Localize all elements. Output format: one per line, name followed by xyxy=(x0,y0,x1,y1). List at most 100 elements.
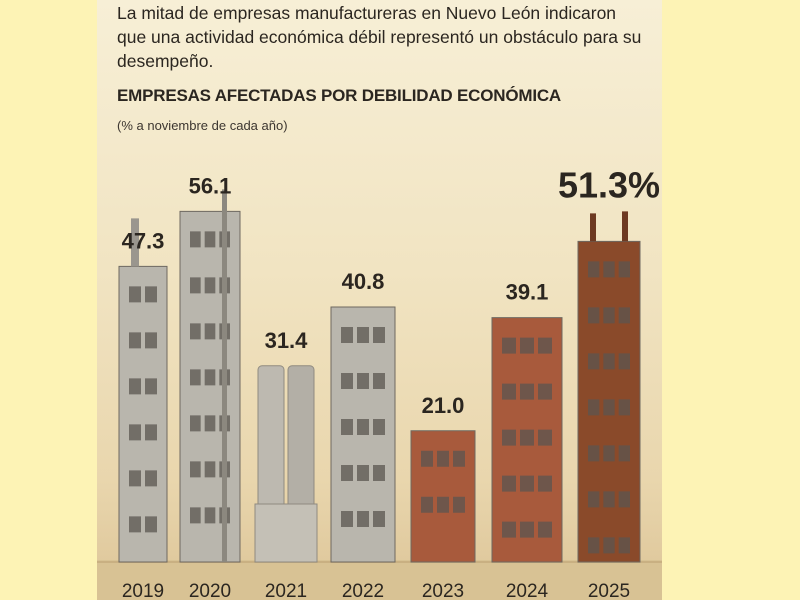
window xyxy=(588,491,600,508)
window xyxy=(502,337,516,354)
window xyxy=(538,521,552,538)
window xyxy=(437,450,449,467)
window xyxy=(603,353,615,370)
window xyxy=(373,373,385,389)
window xyxy=(603,491,615,508)
window xyxy=(502,383,516,400)
window xyxy=(190,369,201,386)
window xyxy=(588,353,600,370)
window xyxy=(618,537,630,554)
window xyxy=(145,286,157,303)
window xyxy=(357,465,369,481)
chart-title: EMPRESAS AFECTADAS POR DEBILIDAD ECONÓMI… xyxy=(117,86,562,105)
window xyxy=(357,419,369,435)
factory-bar-2023 xyxy=(410,430,476,563)
window xyxy=(341,465,353,481)
window xyxy=(618,491,630,508)
chimney xyxy=(131,218,139,267)
window xyxy=(618,307,630,324)
value-label-2022: 40.8 xyxy=(342,269,385,294)
window xyxy=(129,470,141,487)
window xyxy=(437,496,449,513)
window xyxy=(502,429,516,446)
window xyxy=(145,378,157,395)
window xyxy=(373,327,385,343)
window xyxy=(588,399,600,416)
window xyxy=(603,445,615,462)
window xyxy=(520,475,534,492)
year-label-2025: 2025 xyxy=(588,581,630,600)
window xyxy=(538,475,552,492)
window xyxy=(190,277,201,294)
bar-2023 xyxy=(410,430,476,563)
window xyxy=(603,399,615,416)
factory-bar-2022 xyxy=(330,306,396,563)
window xyxy=(204,277,216,294)
window xyxy=(421,450,433,467)
window xyxy=(129,332,141,349)
window xyxy=(190,323,201,340)
chart-subtitle: (% a noviembre de cada año) xyxy=(117,118,288,133)
window xyxy=(190,507,201,524)
year-label-2020: 2020 xyxy=(189,581,231,600)
value-label-2021: 31.4 xyxy=(265,328,309,353)
window xyxy=(502,475,516,492)
window xyxy=(129,378,141,395)
factory-bar-chart: 47.3 2019 56.1 2020 31.4 2021 40.8 2022 21.0 2023… xyxy=(97,164,662,600)
factory-bar-2021 xyxy=(254,365,318,563)
factory-bar-2020 xyxy=(179,189,241,563)
window xyxy=(145,424,157,441)
window xyxy=(538,383,552,400)
ground xyxy=(97,560,662,600)
window xyxy=(520,383,534,400)
window xyxy=(373,419,385,435)
window xyxy=(588,445,600,462)
year-label-2024: 2024 xyxy=(506,581,549,600)
window xyxy=(373,511,385,527)
window xyxy=(341,511,353,527)
value-label-2023: 21.0 xyxy=(422,393,465,418)
year-label-2023: 2023 xyxy=(422,581,464,600)
window xyxy=(129,516,141,533)
window xyxy=(204,323,216,340)
bar-2020 xyxy=(179,210,241,563)
window xyxy=(129,424,141,441)
window xyxy=(145,332,157,349)
window xyxy=(618,261,630,278)
window xyxy=(357,327,369,343)
window xyxy=(453,450,465,467)
window xyxy=(357,511,369,527)
window xyxy=(204,415,216,432)
window xyxy=(204,231,216,248)
window xyxy=(588,537,600,554)
window xyxy=(538,337,552,354)
factory-bar-2019 xyxy=(118,218,168,563)
window xyxy=(618,399,630,416)
factory-bar-2025 xyxy=(577,211,641,563)
window xyxy=(129,286,141,303)
window xyxy=(603,307,615,324)
window xyxy=(190,415,201,432)
window xyxy=(538,429,552,446)
year-label-2022: 2022 xyxy=(342,581,384,600)
window xyxy=(373,465,385,481)
window xyxy=(588,307,600,324)
window xyxy=(502,521,516,538)
chimney xyxy=(590,213,596,242)
window xyxy=(520,429,534,446)
window xyxy=(603,537,615,554)
window xyxy=(204,369,216,386)
value-label-2019: 47.3 xyxy=(122,228,165,253)
bar-2021-base xyxy=(254,503,318,563)
year-label-2021: 2021 xyxy=(265,581,307,600)
value-label-2020: 56.1 xyxy=(189,173,232,198)
window xyxy=(204,507,216,524)
window xyxy=(421,496,433,513)
window xyxy=(520,521,534,538)
value-label-2024: 39.1 xyxy=(506,280,549,305)
window xyxy=(618,353,630,370)
year-label-2019: 2019 xyxy=(122,581,164,600)
window xyxy=(145,516,157,533)
factory-bar-2024 xyxy=(491,317,563,563)
bar-2019 xyxy=(118,265,168,563)
